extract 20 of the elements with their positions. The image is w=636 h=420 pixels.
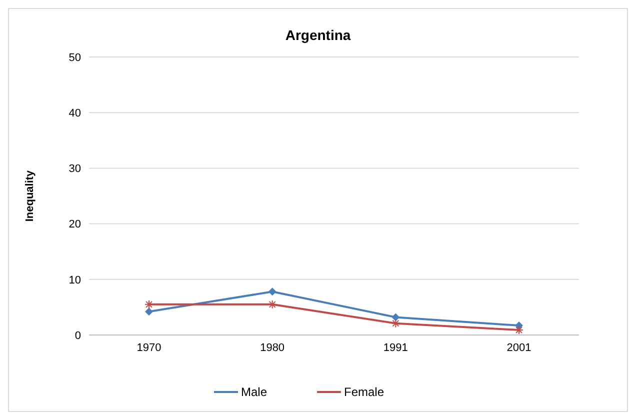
- legend-label: Male: [240, 385, 267, 399]
- point: [268, 288, 276, 296]
- point: [514, 325, 524, 334]
- chart-title: Argentina: [284, 27, 352, 45]
- point: [392, 313, 400, 322]
- y-tick-label: 30: [68, 163, 81, 176]
- y-tick-label: 40: [68, 108, 81, 120]
- point: [144, 300, 154, 309]
- y-tick-label: 50: [68, 52, 81, 64]
- y-tick-label: 0: [74, 330, 81, 342]
- legend-label: Female: [344, 385, 384, 399]
- x-tick-label: 1980: [260, 342, 285, 354]
- x-tick-label: 1991: [383, 342, 408, 354]
- y-axis-title: Inequality: [24, 169, 36, 222]
- x-tick-label: 1970: [136, 342, 162, 354]
- x-tick-label: 2001: [506, 342, 532, 354]
- y-tick-label: 20: [68, 218, 81, 231]
- point: [391, 318, 400, 328]
- point: [145, 308, 153, 316]
- y-tick-label: 10: [68, 274, 81, 286]
